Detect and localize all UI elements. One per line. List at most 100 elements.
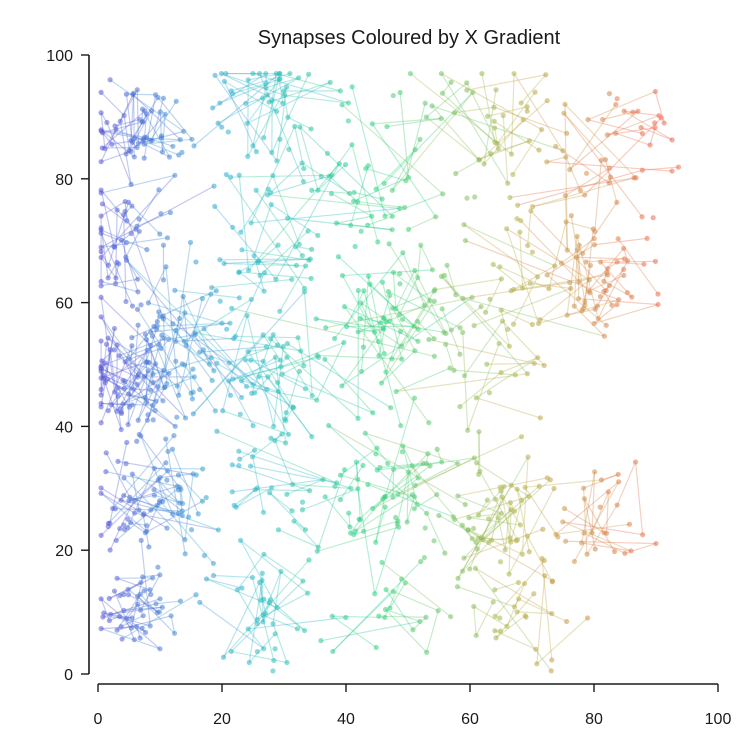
synapse-point [563, 219, 569, 225]
segment-line [127, 588, 158, 614]
segment-line [100, 344, 108, 390]
synapse-point [144, 417, 151, 423]
segment-line [328, 425, 466, 506]
synapse-point [199, 498, 206, 504]
synapse-point [197, 599, 203, 605]
synapse-point [106, 617, 113, 624]
synapse-point [351, 189, 357, 196]
segment-line [239, 271, 312, 279]
synapse-point [220, 654, 227, 660]
segment-line [192, 334, 264, 415]
segment-line [238, 260, 259, 274]
segment-line [385, 608, 421, 623]
segment-line [588, 274, 625, 292]
synapse-point [153, 92, 159, 98]
segment-line [517, 611, 552, 615]
synapse-point [628, 548, 634, 554]
synapse-point [652, 120, 658, 126]
synapse-point [564, 618, 570, 625]
synapse-point [218, 70, 225, 77]
segment-line [100, 232, 134, 307]
synapse-point [129, 139, 135, 145]
segment-line [145, 500, 203, 534]
synapse-point [439, 306, 445, 312]
synapse-point [104, 119, 110, 126]
synapse-point [470, 525, 477, 532]
synapse-point [109, 141, 115, 147]
synapse-point [604, 132, 610, 138]
synapse-point [543, 72, 549, 78]
synapse-point [98, 375, 104, 381]
synapse-point [358, 368, 365, 375]
synapse-point [111, 325, 118, 332]
segment-line [275, 163, 340, 280]
synapse-point [158, 211, 164, 217]
synapse-point [326, 422, 332, 429]
segment-line [245, 97, 263, 105]
segment-line [569, 110, 639, 171]
synapse-point [172, 423, 178, 429]
synapse-point [514, 486, 520, 492]
synapse-point [170, 321, 176, 327]
segment-line [328, 175, 359, 203]
synapse-point [270, 172, 276, 179]
chart-title: Synapses Coloured by X Gradient [258, 27, 561, 49]
synapse-point [126, 356, 132, 362]
segment-line [395, 270, 416, 310]
synapse-point [369, 121, 375, 127]
synapse-point [126, 147, 132, 154]
segment-line [478, 431, 481, 472]
synapse-point [613, 101, 619, 108]
segment-line [238, 175, 250, 271]
segment-line [604, 159, 618, 203]
synapse-point [624, 258, 631, 264]
segment-line [118, 337, 165, 357]
synapse-point [137, 591, 143, 597]
synapse-point [469, 536, 475, 542]
segment-line [358, 328, 384, 333]
synapse-point [295, 335, 301, 341]
synapse-point [417, 618, 423, 625]
synapse-point [129, 203, 135, 209]
synapse-point [285, 114, 291, 120]
synapse-point [120, 377, 126, 384]
synapse-point [148, 342, 154, 348]
segment-line [107, 462, 167, 524]
synapse-point [525, 454, 531, 460]
synapse-point [160, 95, 166, 101]
segment-line [248, 163, 340, 271]
segment-line [564, 508, 605, 534]
synapse-point [498, 307, 504, 313]
synapse-point [203, 494, 209, 501]
synapse-point [606, 91, 612, 97]
segment-line [518, 598, 567, 623]
segment-line [425, 82, 468, 118]
synapse-point [275, 342, 281, 348]
segment-line [341, 104, 444, 195]
segment-line [130, 97, 159, 141]
synapse-point [574, 247, 580, 253]
synapse-point [486, 516, 492, 522]
synapse-point [123, 91, 130, 97]
segment-line [603, 268, 625, 292]
synapse-point [272, 354, 278, 360]
synapse-point [397, 281, 403, 287]
synapse-point [384, 123, 390, 130]
synapse-point [117, 593, 123, 599]
segment-line [530, 282, 571, 290]
segment-line [482, 510, 515, 541]
synapse-point [564, 247, 570, 253]
segment-line [565, 156, 582, 191]
segment-line [240, 188, 269, 233]
segment-line [600, 261, 645, 265]
segment-line [268, 81, 331, 103]
synapse-point [455, 575, 461, 581]
synapse-point [148, 329, 154, 335]
synapse-point [418, 558, 424, 565]
synapse-point [459, 522, 465, 528]
synapse-point [561, 505, 568, 512]
synapse-point [453, 292, 459, 298]
synapse-point [269, 149, 275, 156]
synapse-point [376, 613, 382, 619]
synapse-point [174, 483, 180, 489]
